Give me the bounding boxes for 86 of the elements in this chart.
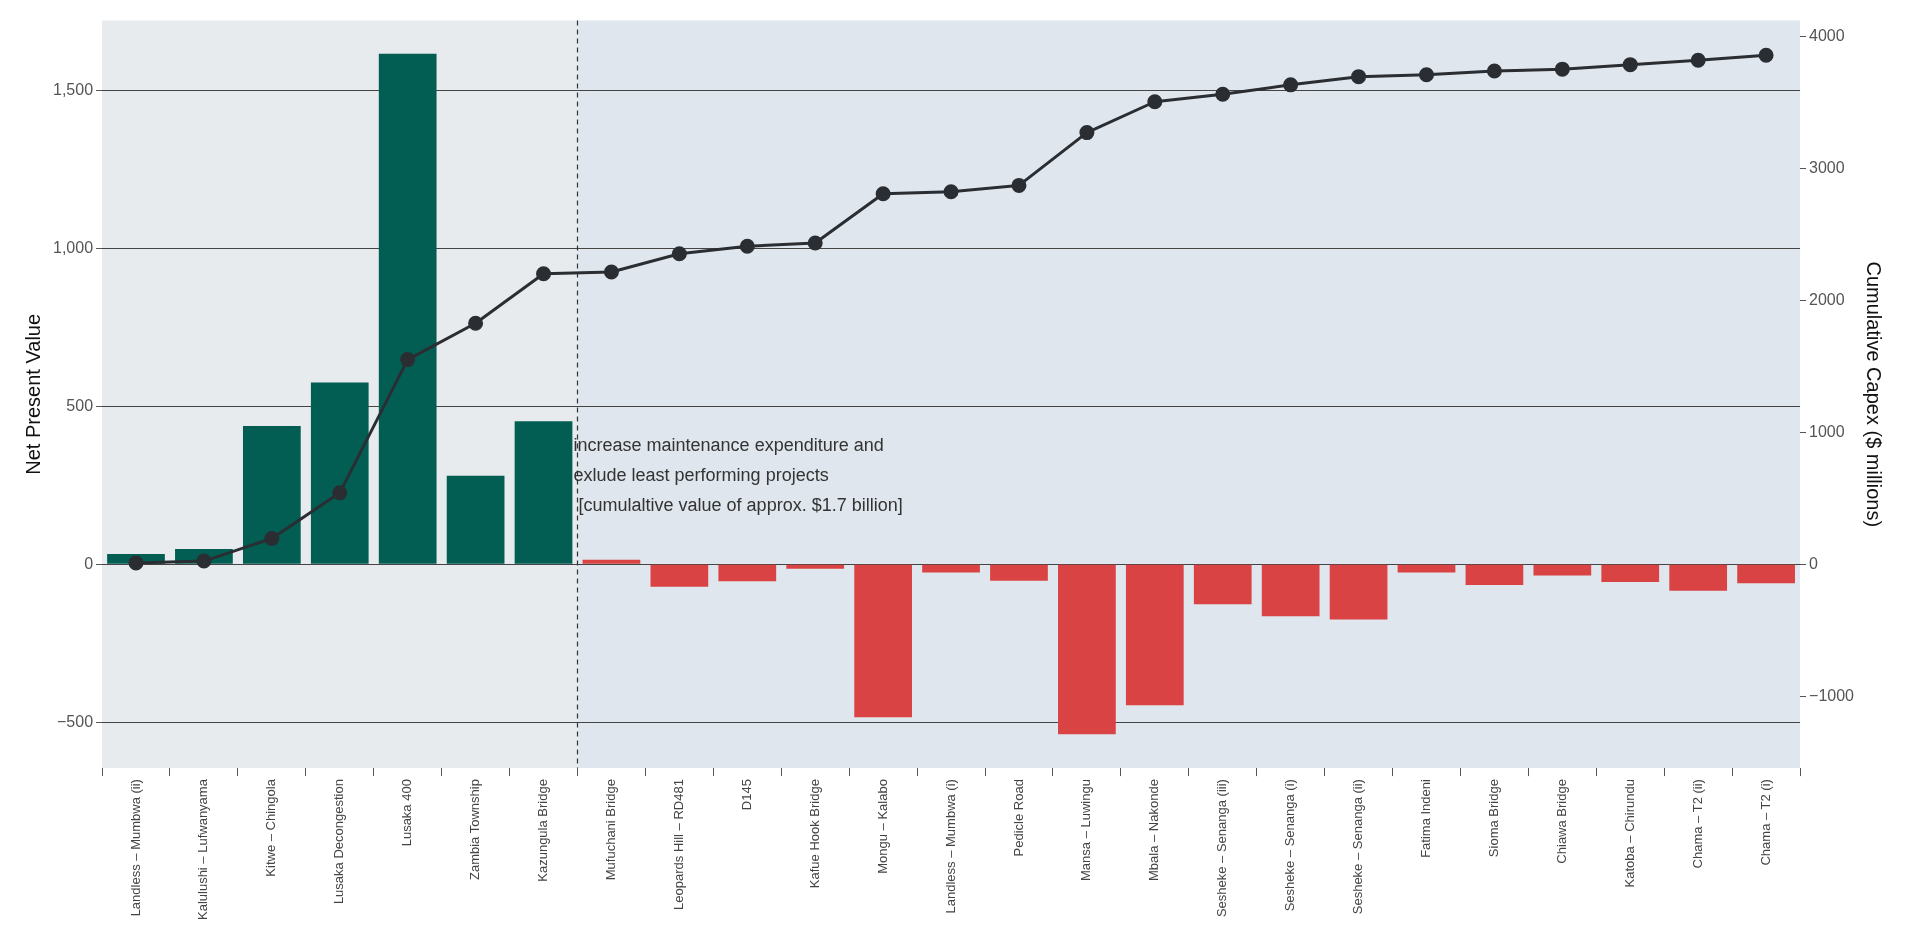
y-tick-label: −500 [56,712,94,730]
bar [718,564,777,582]
x-tick-label: Kafue Hook Bridge [806,779,822,889]
x-tick-label: Mansa – Luwingu [1078,779,1094,881]
x-tick-label: Landless – Mumbwa (ii) [127,779,143,917]
x-tick-label: Fatima Indeni [1418,778,1434,858]
point [1351,69,1367,85]
bar [786,564,845,569]
x-tick-label: Sesheke – Senanga (i) [1282,779,1298,912]
point [400,352,416,368]
bar [582,559,641,564]
bar [310,382,369,564]
point [1622,57,1638,73]
y2-axis-title: Cumulative Capex ($ millions) [1863,261,1886,528]
bar [1465,564,1524,586]
point [1283,77,1299,93]
bar [1193,564,1252,605]
y-tick-label: 1,500 [52,80,94,98]
bar [1669,564,1728,591]
x-tick-label: Mongu – Kalabo [874,779,890,874]
point [196,553,212,569]
point [671,246,687,262]
point [1690,52,1706,68]
y2-tick-label: 3000 [1809,158,1845,176]
y-axis-title: Net Present Value [21,313,44,475]
x-tick-label: Kalulushi – Lufwanyama [195,778,211,920]
point [1419,67,1434,83]
x-tick-label: Zambia Township [467,779,483,880]
x-tick-label: Sesheke – Senanga (iii) [1214,779,1230,918]
x-tick-label: Landless – Mumbwa (i) [942,779,958,914]
point [332,485,348,501]
y-tick-label: 500 [66,396,94,414]
point [1011,177,1027,193]
point [1758,47,1774,63]
bar [1125,564,1184,706]
point [536,266,552,282]
y-tick-label: 0 [84,554,94,572]
y2-tick-label: 2000 [1809,290,1845,308]
x-tick-label: Mufuchani Bridge [603,779,619,881]
point [807,235,823,251]
x-tick-label: Chama – T2 (i) [1757,779,1773,866]
x-tick-label: Leopards Hill – RD481 [670,779,686,910]
x-tick-label: Lusaka 400 [399,779,415,847]
x-tick-label: Mbala – Nakonde [1146,779,1162,881]
bar [1533,564,1592,576]
y2-tick-label: 4000 [1809,26,1845,44]
x-tick-label: Lusaka Decongestion [331,779,347,905]
bar [1601,564,1660,582]
bar [378,53,437,564]
bar [242,426,301,564]
bar [854,564,912,718]
x-tick-label: Chama – T2 (ii) [1689,779,1705,869]
x-tick-label: Sioma Bridge [1486,779,1501,858]
x-tick-label: Sesheke – Senanga (ii) [1350,779,1366,915]
x-tick-label: Chiawa Bridge [1553,779,1569,864]
point [603,264,619,280]
point [1554,61,1570,77]
point [1215,86,1231,102]
y2-tick-label: −1000 [1809,686,1855,704]
bar [1058,564,1116,735]
bar [922,564,980,573]
y2-tick-label: 0 [1809,554,1819,572]
bar [1261,564,1320,617]
x-tick-label: Kazungula Bridge [535,779,551,882]
point [468,315,484,331]
annotation: increase maintenance expenditure and exlude least performing projects [cumulaltive value of approx. $1.7 billion] [573,435,903,516]
bar [1329,564,1388,620]
y-tick-label: 1,000 [52,238,94,256]
bar [990,564,1048,581]
x-tick-label: Katoba – Chirundu [1621,779,1637,888]
x-tick-label: D145 [738,779,754,811]
point [1486,63,1502,79]
point [264,530,280,546]
bar [1737,564,1795,584]
point [1147,94,1163,110]
y2-tick-label: 1000 [1809,422,1845,440]
point [128,555,144,571]
bar [514,421,573,564]
point [1079,125,1095,141]
bar [446,475,505,564]
point [943,184,959,200]
bar [650,564,709,587]
x-tick-label: Pedicle Road [1010,779,1026,857]
point [875,186,891,202]
x-tick-label: Kitwe – Chingola [263,778,279,877]
point [739,238,755,254]
